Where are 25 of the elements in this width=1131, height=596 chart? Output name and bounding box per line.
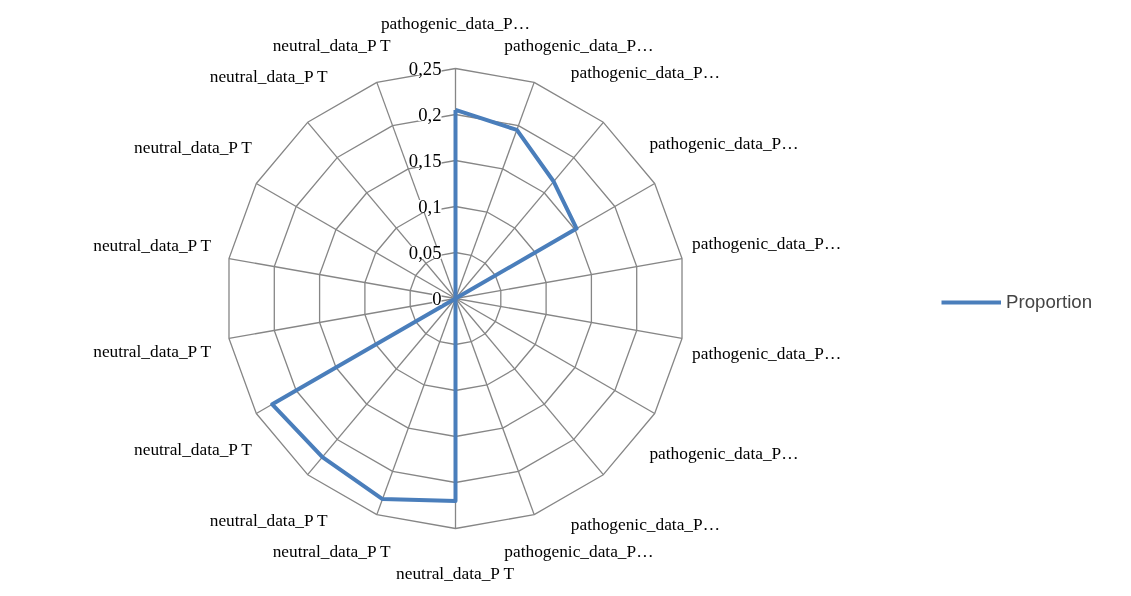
spoke-label: pathogenic_data_P… bbox=[649, 444, 799, 464]
spoke-label: pathogenic_data_P… bbox=[504, 542, 654, 561]
spoke-label: pathogenic_data_P… bbox=[570, 515, 720, 535]
y-tick-label: 0,2 bbox=[418, 104, 442, 125]
spoke-label: neutral_data_P T bbox=[134, 440, 253, 460]
y-tick-label: 0 bbox=[432, 288, 442, 309]
y-tick-label: 0,1 bbox=[418, 196, 442, 217]
spoke-label: pathogenic_data_P… bbox=[504, 36, 654, 55]
legend-label: Proportion bbox=[1006, 291, 1093, 313]
spoke-label: pathogenic_data_P… bbox=[692, 234, 842, 254]
y-tick-label: 0,05 bbox=[408, 242, 442, 263]
spoke-label: neutral_data_P T bbox=[272, 36, 391, 55]
spoke-label: pathogenic_data_P… bbox=[649, 133, 799, 153]
y-tick-label: 0,25 bbox=[408, 58, 442, 79]
spoke-label: neutral_data_P T bbox=[209, 511, 329, 531]
spoke-label: neutral_data_P T bbox=[272, 542, 391, 561]
spoke-label: neutral_data_P T bbox=[93, 235, 212, 255]
y-tick-label: 0,15 bbox=[408, 150, 442, 171]
spoke-label: pathogenic_data_P… bbox=[380, 14, 531, 33]
spoke-label: pathogenic_data_P… bbox=[692, 343, 842, 363]
spoke-label: neutral_data_P T bbox=[209, 66, 329, 86]
spoke-label: pathogenic_data_P… bbox=[570, 62, 720, 82]
spoke-label: neutral_data_P T bbox=[396, 564, 515, 583]
spoke-label: neutral_data_P T bbox=[93, 342, 212, 362]
spoke-label: neutral_data_P T bbox=[134, 137, 253, 157]
